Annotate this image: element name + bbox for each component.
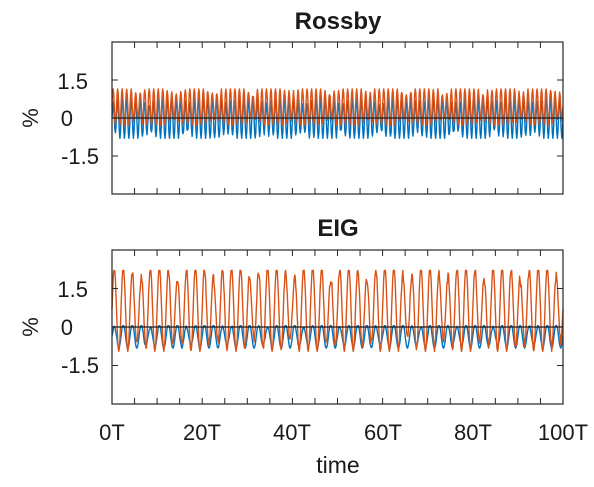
xtick-label: 80T <box>454 420 492 445</box>
series-line-1 <box>111 88 564 126</box>
panel-rossby: Rossby 1.5 0 -1.5 % <box>18 8 564 195</box>
xtick-label: 20T <box>183 420 221 445</box>
xtick-label: 100T <box>538 420 588 445</box>
ytick-label: 1.5 <box>57 69 88 94</box>
xtick-label: 0T <box>99 420 125 445</box>
panel-title: EIG <box>317 215 358 242</box>
ytick-label: 0 <box>61 315 73 340</box>
ytick-label: -1.5 <box>61 144 99 169</box>
panel-eig: EIG 1.5 0 -1.5 % 0T 20T 40T 60T 80T 100T… <box>18 215 588 478</box>
xtick-label: 40T <box>273 420 311 445</box>
panel-title: Rossby <box>295 8 382 35</box>
series-line-1 <box>111 269 564 353</box>
xtick-label: 60T <box>364 420 402 445</box>
y-axis-label: % <box>18 317 43 337</box>
plot-frame <box>111 41 564 195</box>
series-lines <box>111 269 564 353</box>
plot-frame <box>111 249 564 405</box>
x-axis-label: time <box>316 452 359 478</box>
ytick-label: 1.5 <box>57 277 88 302</box>
ytick-label: -1.5 <box>61 353 99 378</box>
ytick-label: 0 <box>61 106 73 131</box>
y-axis-label: % <box>18 108 43 128</box>
